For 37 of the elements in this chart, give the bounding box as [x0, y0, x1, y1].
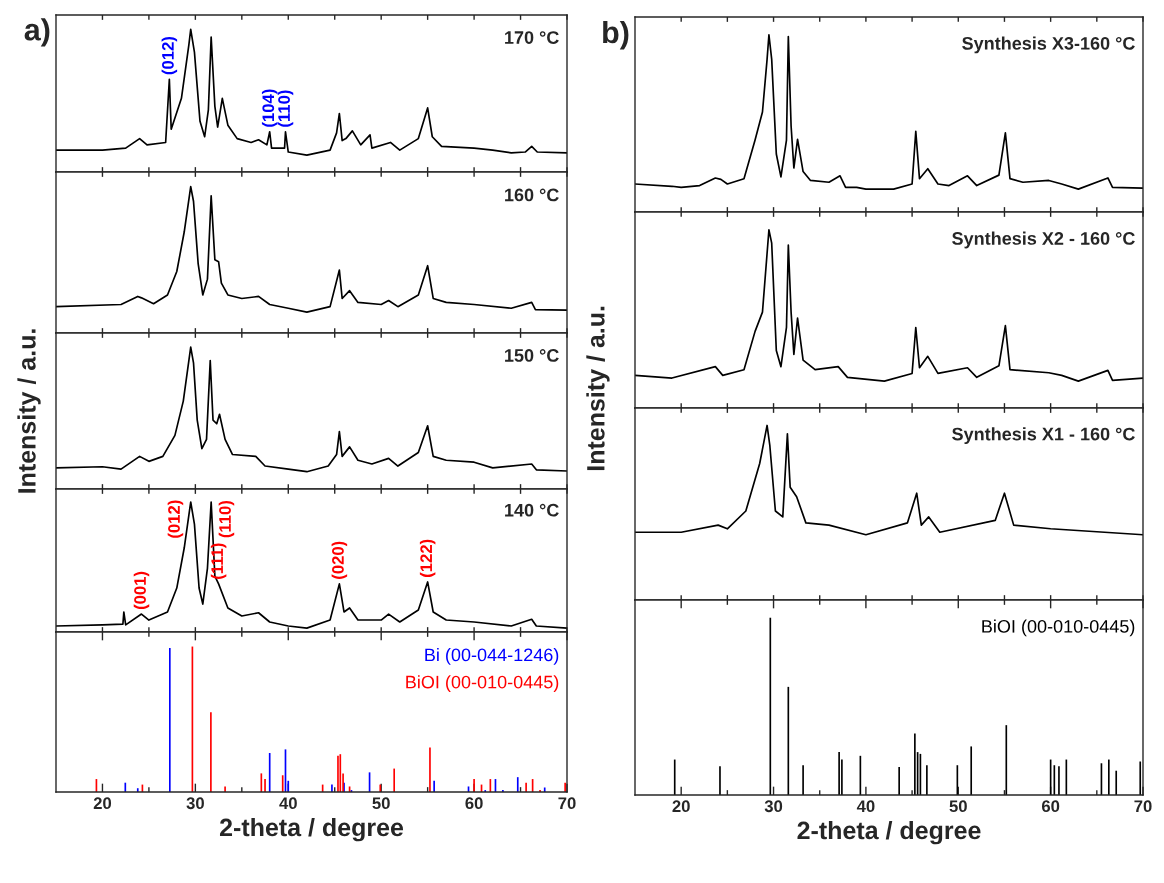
chart-title: Synthesis X3-160 °C [962, 36, 1135, 54]
annotation: (110) [218, 500, 235, 538]
x-tick-label: 70 [558, 797, 576, 810]
x-tick-label: 40 [279, 797, 297, 810]
y-axis-title: Intensity / a.u. [17, 329, 41, 493]
annotation: (122) [419, 539, 436, 577]
chart-title: 170 °C [505, 31, 559, 44]
chart-title: 140 °C [505, 503, 559, 517]
x-tick-label: 50 [372, 797, 390, 810]
x-tick-label: 70 [1134, 800, 1152, 813]
x-tick-label: 60 [1041, 800, 1060, 813]
text: a) [24, 18, 50, 47]
x-tick-label: 60 [465, 797, 483, 810]
x-tick-label: 30 [186, 797, 204, 810]
x-tick-label: 40 [856, 800, 875, 813]
annotation: (104) [261, 89, 278, 127]
x-tick-label: 20 [93, 797, 112, 810]
text: Bi (00-044-1246) [425, 648, 559, 665]
annotation: (111) [210, 543, 227, 579]
text: BiOI (00-010-0445) [406, 675, 559, 693]
text: b) [603, 20, 629, 50]
annotation: (110) [277, 90, 294, 127]
y-axis-title: Intensity / a.u. [586, 306, 610, 471]
annotation: (020) [331, 541, 348, 579]
chart-title: Synthesis X1 - 160 °C [952, 427, 1135, 445]
x-axis-title: 2-theta / degree [797, 820, 981, 845]
chart-title: 150 °C [505, 349, 559, 362]
x-tick-label: 30 [764, 800, 783, 813]
annotation: (012) [167, 500, 184, 538]
text: BiOI (00-010-0445) [982, 619, 1135, 637]
x-tick-label: 50 [949, 800, 967, 813]
annotation: (012) [161, 36, 178, 75]
chart-title: 160 °C [505, 188, 559, 202]
x-tick-label: 20 [672, 800, 690, 813]
chart-title: Synthesis X2 - 160 °C [952, 231, 1135, 249]
annotation: (001) [133, 571, 150, 610]
x-axis-title: 2-theta / degree [219, 817, 404, 842]
